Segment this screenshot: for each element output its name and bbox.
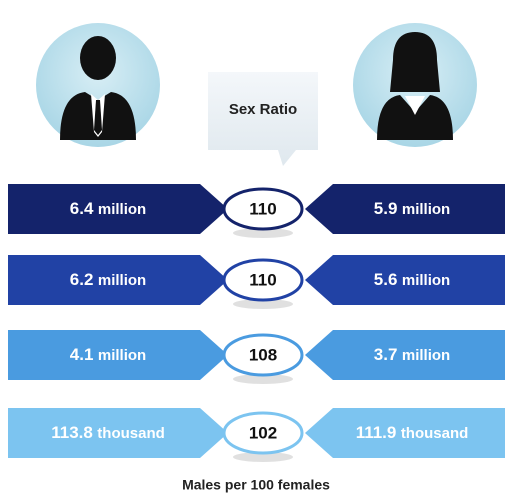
amount: 3.7 bbox=[374, 345, 398, 364]
unit: million bbox=[98, 201, 146, 218]
male-population: 4.1 million bbox=[70, 345, 146, 364]
ratio-shadow bbox=[233, 452, 293, 462]
ratio-value: 108 bbox=[249, 345, 277, 364]
footer-caption: Males per 100 females bbox=[182, 477, 330, 493]
ratio-shadow bbox=[233, 299, 293, 309]
ratio-oval bbox=[222, 333, 304, 377]
speech-bubble bbox=[208, 72, 318, 166]
unit: million bbox=[98, 272, 146, 289]
unit: million bbox=[402, 201, 450, 218]
female-banner bbox=[305, 330, 505, 380]
amount: 5.9 bbox=[374, 199, 398, 218]
male-banner bbox=[8, 255, 228, 305]
female-population: 5.6 million bbox=[374, 270, 450, 289]
female-banner bbox=[305, 184, 505, 234]
ratio-oval bbox=[222, 258, 304, 302]
unit: million bbox=[402, 347, 450, 364]
male-population: 113.8 thousand bbox=[51, 423, 165, 442]
female-population: 111.9 thousand bbox=[356, 423, 469, 442]
female-banner bbox=[305, 408, 505, 458]
ratio-oval bbox=[222, 411, 304, 455]
male-banner bbox=[8, 330, 228, 380]
ratio-value: 110 bbox=[249, 270, 276, 289]
amount: 6.2 bbox=[70, 270, 94, 289]
ratio-value: 110 bbox=[249, 199, 276, 218]
ratio-shadow bbox=[233, 228, 293, 238]
unit: thousand bbox=[401, 425, 469, 442]
female-population: 3.7 million bbox=[374, 345, 450, 364]
female-banner bbox=[305, 255, 505, 305]
male-banner bbox=[8, 408, 228, 458]
ratio-oval bbox=[222, 187, 304, 231]
amount: 6.4 bbox=[70, 199, 94, 218]
male-avatar bbox=[36, 23, 160, 147]
amount: 113.8 bbox=[51, 423, 93, 442]
amount: 111.9 bbox=[356, 423, 397, 442]
male-banner bbox=[8, 184, 228, 234]
male-population: 6.4 million bbox=[70, 199, 146, 218]
unit: million bbox=[402, 272, 450, 289]
bubble-label: Sex Ratio bbox=[229, 101, 297, 118]
female-avatar bbox=[353, 23, 477, 147]
unit: million bbox=[98, 347, 146, 364]
amount: 5.6 bbox=[374, 270, 398, 289]
male-population: 6.2 million bbox=[70, 270, 146, 289]
amount: 4.1 bbox=[70, 345, 94, 364]
female-population: 5.9 million bbox=[374, 199, 450, 218]
unit: thousand bbox=[97, 425, 165, 442]
ratio-shadow bbox=[233, 374, 293, 384]
ratio-value: 102 bbox=[249, 423, 277, 442]
